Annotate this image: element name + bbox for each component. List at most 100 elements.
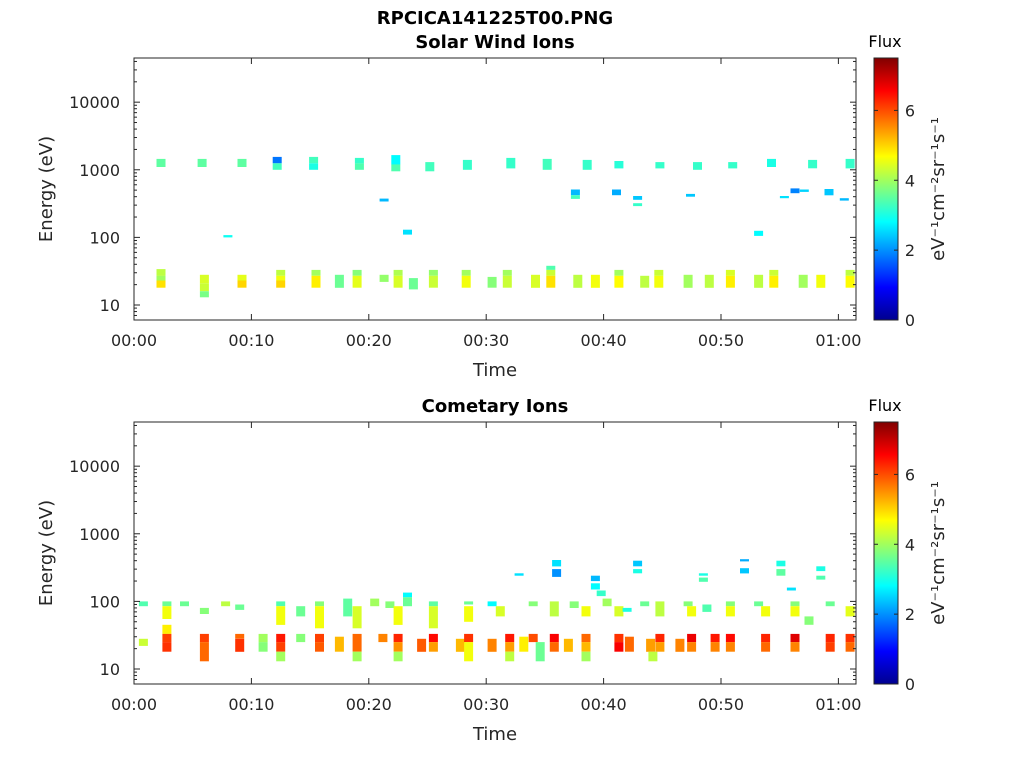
spectrogram-cell (370, 598, 380, 607)
spectrogram-cell (408, 278, 418, 290)
colorbar-ticks: 0 2 4 6 (874, 465, 915, 694)
spectrogram-cell (754, 274, 764, 288)
spectrogram-cell (549, 642, 559, 652)
spectrogram-cell (602, 598, 612, 607)
spectrogram-cell (272, 156, 282, 164)
spectrogram-cell (487, 601, 497, 607)
spectrogram-cell (614, 642, 624, 652)
x-tick-label: 00:50 (698, 695, 744, 714)
spectrogram-cell (573, 274, 583, 288)
spectrogram-cell (839, 198, 849, 201)
spectrogram-cell (138, 638, 148, 646)
spectrogram-cell (311, 275, 321, 288)
spectrogram-cell (528, 633, 538, 643)
spectrogram-cell (162, 601, 172, 607)
spectrogram-cell (425, 162, 435, 172)
spectrogram-cell (845, 606, 855, 617)
x-tick-label: 00:40 (581, 331, 627, 350)
spectrogram-cell (767, 158, 776, 167)
spectrogram-cell (549, 601, 559, 617)
spectrogram-cell (633, 196, 643, 200)
solar-wind-spectrogram (156, 155, 855, 298)
x-tick-label: 00:30 (463, 695, 509, 714)
y-tick-label: 100 (89, 228, 120, 247)
spectrogram-cell (354, 163, 364, 170)
spectrogram-cell (528, 601, 538, 607)
x-tick-label: 00:10 (228, 331, 274, 350)
spectrogram-cell (393, 275, 403, 288)
spectrogram-cell (276, 280, 286, 288)
spectrogram-cell (352, 275, 362, 288)
spectrogram-cell (235, 633, 245, 639)
spectrogram-cell (552, 569, 562, 577)
spectrogram-cell (725, 633, 735, 643)
spectrogram-cell (352, 651, 362, 662)
spectrogram-cell (315, 601, 324, 607)
spectrogram-cell (276, 642, 286, 652)
colorbar-tick-label: 4 (905, 535, 915, 554)
spectrogram-cell (156, 158, 166, 167)
spectrogram-cell (542, 158, 552, 170)
spectrogram-cell (495, 606, 505, 617)
spectrogram-cell (804, 616, 814, 625)
spectrogram-cell (487, 276, 497, 288)
spectrogram-cell (761, 642, 771, 652)
cometary-spectrogram (138, 559, 855, 662)
spectrogram-cell (786, 587, 796, 591)
spectrogram-cell (505, 633, 515, 643)
spectrogram-cell (223, 235, 233, 238)
spectrogram-cell (199, 291, 209, 298)
x-axis-ticks: 00:00 00:10 00:20 00:30 00:40 00:50 01:00 (111, 422, 861, 714)
spectrogram-cell (428, 642, 438, 652)
panel-title-solar-wind: Solar Wind Ions (415, 32, 574, 53)
spectrogram-cell (845, 275, 855, 288)
spectrogram-cell (776, 569, 786, 576)
spectrogram-cell (334, 274, 344, 288)
spectrogram-cell (687, 633, 697, 643)
spectrogram-cell (683, 274, 693, 288)
x-tick-label: 00:10 (228, 695, 274, 714)
spectrogram-cell (816, 274, 826, 288)
spectrogram-cell (790, 642, 800, 652)
spectrogram-cell (464, 601, 474, 605)
y-tick-label: 100 (89, 592, 120, 611)
y-tick-label: 10000 (69, 457, 120, 476)
y-tick-label: 10 (100, 660, 120, 679)
x-tick-label: 00:20 (346, 695, 392, 714)
spectrogram-cell (581, 606, 591, 617)
colorbar-tick-label: 0 (905, 675, 915, 694)
spectrogram-cell (728, 162, 738, 169)
colorbar-tick-label: 6 (905, 465, 915, 484)
spectrogram-cell (710, 633, 720, 643)
spectrogram-cell (761, 633, 771, 643)
spectrogram-cell (563, 638, 573, 652)
y-tick-label: 1000 (79, 525, 120, 544)
spectrogram-cell (235, 638, 245, 652)
spectrogram-cell (199, 642, 209, 662)
spectrogram-cell (590, 583, 600, 590)
spectrogram-cell (614, 606, 624, 617)
spectrogram-cell (221, 601, 231, 607)
spectrogram-cell (462, 159, 472, 170)
x-tick-label: 00:40 (581, 695, 627, 714)
spectrogram-cell (552, 560, 562, 567)
spectrogram-cell (199, 633, 209, 643)
spectrogram-cell (272, 163, 282, 170)
spectrogram-cell (258, 642, 268, 652)
spectrogram-cell (581, 651, 591, 662)
spectrogram-cell (581, 642, 591, 652)
spectrogram-cell (590, 274, 600, 288)
spectrogram-cell (403, 597, 412, 607)
spectrogram-cell (505, 651, 515, 662)
spectrogram-cell (654, 275, 664, 288)
spectrogram-cell (237, 274, 247, 281)
colorbar: Flux 0 2 4 6 eV⁻¹cm⁻²sr⁻¹s⁻¹ (868, 396, 949, 694)
spectrogram-cell (156, 280, 166, 288)
spectrogram-cell (237, 280, 247, 288)
spectrogram-cell (199, 607, 209, 614)
x-tick-label: 01:00 (815, 331, 861, 350)
spectrogram-cell (391, 164, 401, 172)
spectrogram-cell (675, 638, 685, 652)
spectrogram-cell (315, 606, 324, 629)
spectrogram-cell (570, 189, 580, 196)
